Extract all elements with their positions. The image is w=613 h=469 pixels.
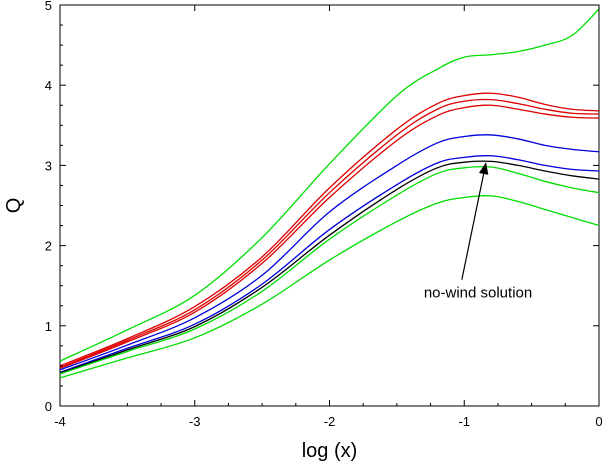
series-line-4 [59, 104, 600, 369]
x-tick-label: -1 [458, 414, 470, 429]
annotation-layer: no-wind solution [424, 162, 532, 302]
series-line-8 [59, 165, 600, 375]
x-tick-label: -2 [324, 414, 336, 429]
series-line-5 [59, 134, 600, 371]
series-layer [59, 8, 600, 379]
series-line-1 [59, 8, 600, 362]
series-line-6 [59, 155, 600, 373]
series-line-9 [59, 195, 600, 379]
y-tick-label: 2 [45, 239, 52, 254]
x-tick-label: -3 [189, 414, 201, 429]
x-tick-label: -4 [54, 414, 66, 429]
y-axis-title: Q [3, 198, 25, 214]
annotation-label: no-wind solution [424, 285, 532, 302]
x-tick-label: 0 [595, 414, 602, 429]
y-tick-label: 0 [45, 399, 52, 414]
ticks-layer: -4 -3 -2 -1 0 0 1 2 3 4 5 [45, 0, 603, 429]
series-line-3 [59, 98, 600, 369]
y-tick-label: 4 [45, 78, 52, 93]
series-line-2 [59, 92, 600, 367]
y-tick-label: 5 [45, 0, 52, 13]
y-tick-label: 1 [45, 319, 52, 334]
y-tick-label: 3 [45, 158, 52, 173]
annotation-arrow [461, 162, 489, 280]
x-axis-title: log (x) [302, 440, 358, 462]
series-line-7 [59, 160, 600, 374]
